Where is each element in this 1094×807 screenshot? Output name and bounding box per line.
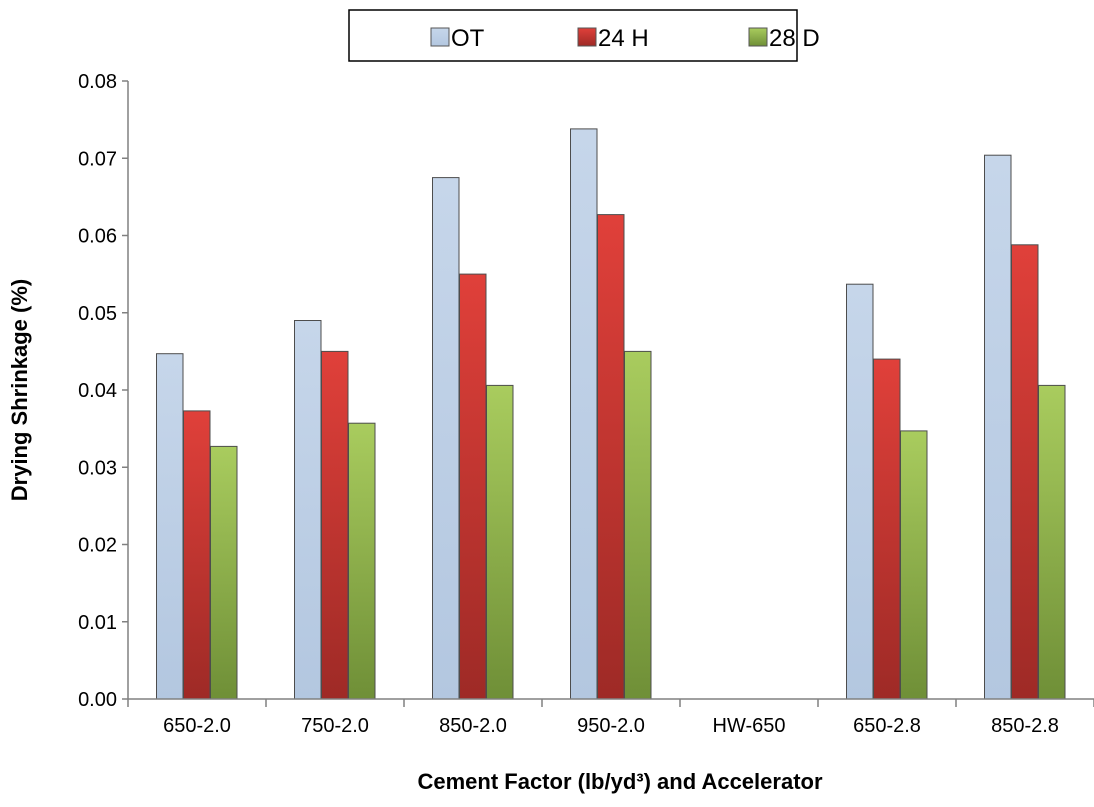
- bar-ot-850-2.0: [432, 177, 460, 700]
- x-tick-label: HW-650: [713, 715, 786, 737]
- bar-ot-750-2.0: [294, 320, 322, 700]
- legend-item-28d: 28 D: [748, 25, 820, 52]
- bar-24h-650-2.0: [183, 410, 211, 700]
- x-tick-label: 650-2.8: [853, 715, 921, 737]
- x-tick-label: 850-2.8: [991, 715, 1059, 737]
- y-tick-label: 0.05: [78, 303, 117, 325]
- x-tick-label: 850-2.0: [439, 715, 507, 737]
- y-axis-title: Drying Shrinkage (%): [7, 279, 32, 501]
- x-tick-label: 950-2.0: [577, 715, 645, 737]
- y-tick-label: 0.01: [78, 612, 117, 634]
- bar-ot-850-2.8: [984, 154, 1012, 700]
- y-tick-label: 0.00: [78, 689, 117, 711]
- bar-ot-950-2.0: [570, 128, 598, 700]
- legend-label-ot: OT: [451, 25, 485, 52]
- y-tick-label: 0.08: [78, 71, 117, 93]
- y-tick-label: 0.04: [78, 380, 117, 402]
- bar-24h-950-2.0: [597, 214, 625, 700]
- bar-28d-650-2.8: [900, 430, 928, 700]
- bars-layer: [156, 128, 1066, 700]
- legend-item-24h: 24 H: [577, 25, 649, 52]
- bar-24h-850-2.0: [459, 273, 487, 700]
- bar-24h-650-2.8: [873, 358, 901, 700]
- legend-item-ot: OT: [430, 25, 485, 52]
- y-tick-label: 0.06: [78, 226, 117, 248]
- x-tick-label: 650-2.0: [163, 715, 231, 737]
- y-tick-label: 0.03: [78, 457, 117, 479]
- legend-swatch-ot: [430, 27, 450, 47]
- bar-28d-750-2.0: [348, 422, 376, 700]
- axes-layer: 0.00 0.01 0.02 0.03 0.04 0.05 0.06 0.07 0.08 650-…: [78, 71, 1094, 737]
- legend-swatch-24h: [577, 27, 597, 47]
- bar-28d-850-2.8: [1038, 384, 1066, 700]
- bar-ot-650-2.8: [846, 283, 874, 700]
- legend: OT 24 H 28 D: [348, 9, 820, 62]
- y-tick-label: 0.02: [78, 535, 117, 557]
- bar-28d-650-2.0: [210, 445, 238, 700]
- legend-label-28d: 28 D: [769, 25, 820, 52]
- y-tick-label: 0.07: [78, 148, 117, 170]
- bar-24h-850-2.8: [1011, 244, 1039, 700]
- legend-box: [348, 9, 798, 62]
- legend-label-24h: 24 H: [598, 25, 649, 52]
- bar-28d-850-2.0: [486, 384, 514, 700]
- legend-swatch-28d: [748, 27, 768, 47]
- bar-28d-950-2.0: [624, 350, 652, 700]
- x-axis-title: Cement Factor (lb/yd³) and Accelerator: [417, 769, 822, 794]
- bar-24h-750-2.0: [321, 350, 349, 700]
- x-tick-label: 750-2.0: [301, 715, 369, 737]
- bar-ot-650-2.0: [156, 353, 184, 700]
